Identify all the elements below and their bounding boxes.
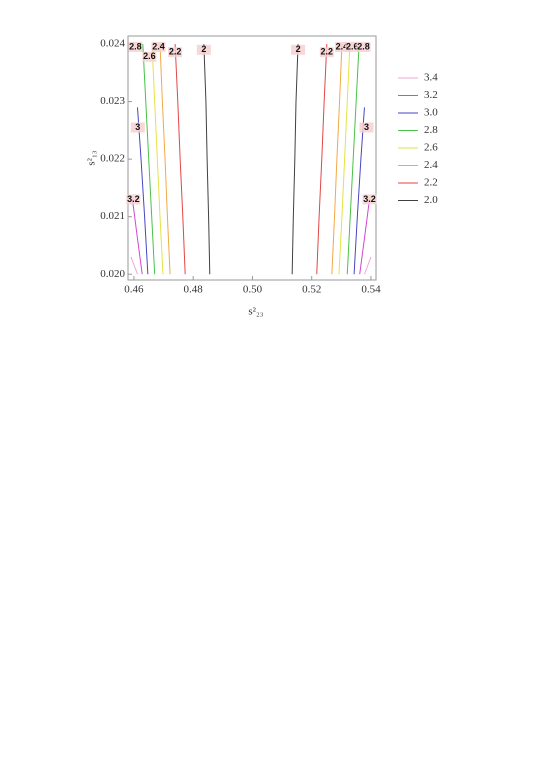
contour-line [130,256,138,275]
contour-line [136,107,149,275]
contour-label: 2 [201,44,206,54]
contour-line [353,107,365,275]
contour-label: 3 [364,122,369,132]
contour-label-bg [362,194,377,205]
legend-label: 3.2 [424,89,438,101]
y-axis-label: s²₁₃ [86,150,98,165]
contour-label-bg [356,41,371,52]
legend-label: 3.0 [424,107,438,119]
contour-label-bg [151,41,166,52]
contour-line [363,256,372,275]
contour-line [151,44,164,275]
contour-line [142,44,156,275]
contour-label-bg [196,44,211,55]
contour-label-bg [142,51,157,62]
legend-label: 2.4 [424,159,438,171]
contour-label: 3.2 [363,194,376,204]
contour-label-bg [130,122,145,133]
contour-label-bg [345,41,360,52]
y-tick-label: 0.023 [100,95,125,107]
legend-label: 2.8 [424,124,438,136]
contour-label-bg [334,41,349,52]
contour-line [316,44,328,275]
contour-line [203,44,211,275]
x-tick-label: 0.50 [243,284,263,296]
contour-label-bg [319,47,334,58]
contour-line [159,44,171,275]
contour-line [174,44,186,275]
contour-label: 2.8 [129,41,142,51]
y-tick-label: 0.022 [100,153,125,165]
x-tick-label: 0.46 [124,284,144,296]
contour-label: 2.8 [357,41,370,51]
y-tick-label: 0.021 [100,210,125,222]
x-tick-label: 0.54 [361,284,381,296]
contour-label: 2.6 [143,51,156,61]
contour-label: 2 [296,44,301,54]
contour-line [359,199,370,275]
contour-line [346,44,360,275]
y-tick-label: 0.024 [100,38,125,50]
contour-label-bg [126,194,141,205]
contour-line [291,44,299,275]
contour-label: 2.2 [321,46,334,56]
contour-label: 2.6 [346,41,359,51]
legend-label: 2.2 [424,177,438,189]
x-tick-label: 0.52 [302,284,321,296]
y-tick-label: 0.020 [100,268,125,280]
legend-label: 3.4 [424,72,438,84]
contour-line [331,44,343,275]
contour-label-bg [128,41,143,52]
contour-label: 2.4 [152,41,165,51]
legend-label: 2.6 [424,142,438,154]
contour-line [338,44,351,275]
contour-label: 3.2 [127,194,140,204]
x-axis-label: s²₂₃ [248,306,263,318]
legend-label: 2.0 [424,194,438,206]
contour-label: 2.4 [336,41,349,51]
contour-label: 2.2 [169,46,182,56]
x-tick-label: 0.48 [184,284,204,296]
contour-line [131,199,143,275]
contour-label: 3 [135,122,140,132]
contour-label-bg [291,44,306,55]
contour-label-bg [168,47,183,58]
contour-label-bg [359,122,374,133]
